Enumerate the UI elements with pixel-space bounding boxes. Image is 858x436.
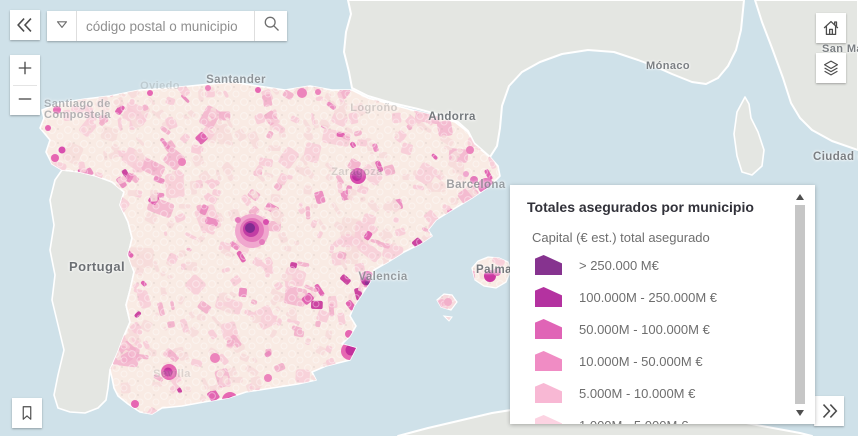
legend-label: > 250.000 M€ bbox=[579, 257, 659, 273]
search-submit-button[interactable] bbox=[254, 11, 287, 41]
legend-row: 1.000M - 5.000M € bbox=[535, 409, 815, 424]
legend-row: 5.000M - 10.000M € bbox=[535, 377, 815, 409]
legend-label: 10.000M - 50.000M € bbox=[579, 353, 703, 369]
triangle-down-icon bbox=[795, 409, 804, 416]
search-icon bbox=[261, 13, 282, 39]
corsica-island bbox=[733, 96, 765, 176]
zoom-out-button[interactable] bbox=[10, 86, 40, 116]
search-widget bbox=[47, 11, 287, 41]
france-land bbox=[343, 0, 745, 158]
legend-swatch bbox=[535, 383, 562, 403]
scrollbar-thumb[interactable] bbox=[794, 205, 805, 404]
legend-title: Totales asegurados por municipio bbox=[527, 199, 754, 215]
chevrons-right-icon bbox=[818, 400, 840, 422]
collapse-search-button[interactable] bbox=[10, 10, 40, 40]
formentera-island bbox=[442, 315, 453, 322]
legend-rows: > 250.000 M€ 100.000M - 250.000M € 50.00… bbox=[535, 249, 815, 424]
home-icon bbox=[820, 17, 842, 39]
legend-row: 50.000M - 100.000M € bbox=[535, 313, 815, 345]
triangle-up-icon bbox=[795, 193, 804, 200]
layers-icon bbox=[820, 57, 842, 79]
legend-panel: Totales asegurados por municipio Capital… bbox=[510, 185, 815, 424]
zoom-control bbox=[10, 55, 40, 115]
chevrons-left-icon bbox=[14, 14, 36, 36]
search-source-dropdown[interactable] bbox=[47, 11, 77, 41]
home-button[interactable] bbox=[816, 13, 846, 43]
legend-scrollbar[interactable] bbox=[793, 190, 806, 419]
layers-button[interactable] bbox=[816, 53, 846, 83]
expand-panel-button[interactable] bbox=[814, 396, 844, 426]
legend-row: > 250.000 M€ bbox=[535, 249, 815, 281]
legend-label: 50.000M - 100.000M € bbox=[579, 321, 710, 337]
search-input[interactable] bbox=[77, 11, 254, 41]
bookmark-icon bbox=[17, 403, 37, 423]
legend-swatch bbox=[535, 255, 562, 275]
scroll-up-button[interactable] bbox=[793, 190, 806, 203]
minus-icon bbox=[15, 89, 35, 114]
zoom-in-button[interactable] bbox=[10, 55, 40, 85]
legend-row: 100.000M - 250.000M € bbox=[535, 281, 815, 313]
scroll-down-button[interactable] bbox=[793, 406, 806, 419]
legend-label: 1.000M - 5.000M € bbox=[579, 418, 688, 425]
legend-subtitle: Capital (€ est.) total asegurado bbox=[532, 230, 710, 245]
legend-label: 5.000M - 10.000M € bbox=[579, 385, 696, 401]
legend-swatch bbox=[535, 415, 562, 424]
legend-swatch bbox=[535, 287, 562, 307]
plus-icon bbox=[15, 58, 35, 83]
legend-swatch bbox=[535, 319, 562, 339]
dropdown-triangle-icon bbox=[53, 15, 71, 38]
legend-row: 10.000M - 50.000M € bbox=[535, 345, 815, 377]
legend-label: 100.000M - 250.000M € bbox=[579, 289, 718, 305]
legend-swatch bbox=[535, 351, 562, 371]
bookmark-button[interactable] bbox=[12, 398, 42, 428]
